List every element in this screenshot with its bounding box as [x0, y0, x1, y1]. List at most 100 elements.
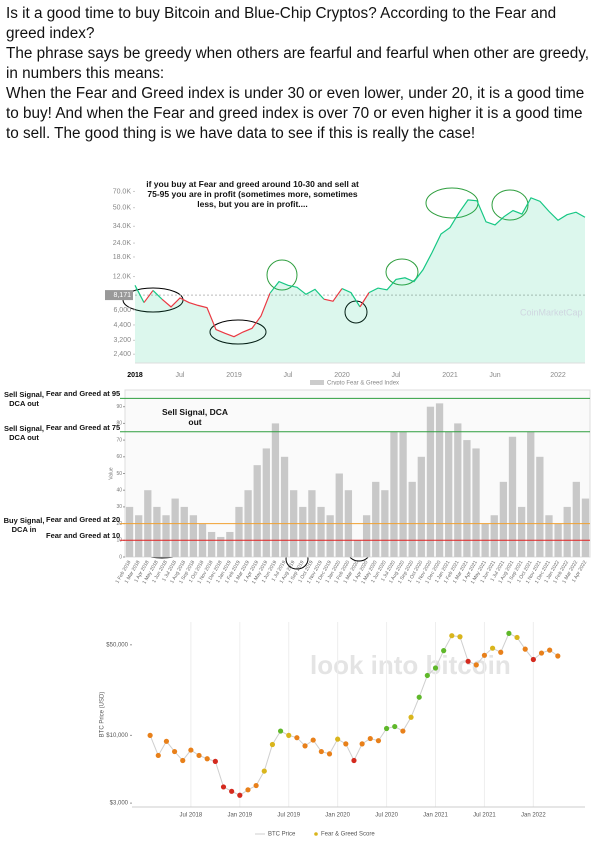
point — [147, 732, 153, 738]
point — [383, 725, 390, 732]
point — [220, 784, 227, 790]
point — [155, 752, 161, 759]
bar — [426, 406, 435, 557]
legend-swatch — [310, 380, 324, 385]
point — [335, 736, 341, 742]
x-tick-label: 2018 — [127, 372, 143, 379]
bar — [472, 448, 480, 557]
point — [286, 732, 292, 738]
x-tick-label: 2020 — [334, 372, 350, 379]
x-tick-label: Jul 2020 — [375, 813, 398, 819]
reference-label: Fear and Greed at 75 — [46, 422, 121, 432]
price-line — [143, 290, 154, 303]
point — [538, 650, 545, 656]
bar — [362, 515, 371, 557]
y-tick-label: 70 — [116, 437, 122, 443]
y-tick-label: 20 — [116, 521, 122, 527]
bar — [153, 506, 161, 557]
bar — [536, 456, 544, 557]
watermark: CoinMarketCap — [520, 307, 583, 317]
bar — [299, 506, 307, 557]
point — [555, 653, 561, 659]
bar — [399, 431, 407, 557]
bar — [253, 465, 261, 557]
bar — [226, 531, 234, 557]
x-tick-label: 2022 — [550, 372, 566, 379]
point — [514, 634, 520, 641]
point — [310, 737, 316, 743]
y-tick-label: 4,400 — [113, 322, 131, 329]
bar — [581, 498, 590, 557]
point — [343, 741, 349, 747]
point — [261, 768, 267, 774]
y-tick-label: 24.0K — [113, 240, 132, 247]
bar — [445, 431, 453, 557]
point — [506, 630, 512, 636]
point — [481, 652, 488, 658]
y-axis-label: Value — [108, 467, 114, 480]
bar — [217, 536, 225, 557]
bar — [317, 506, 325, 557]
price-chart: 2,400 3,200 4,400 6,000 12.0K 18.0K 24.0K 34.0K… — [0, 175, 596, 387]
x-tick-label: Jan 2020 — [325, 813, 350, 819]
point — [294, 735, 300, 741]
y-tick-label: 50 — [116, 471, 122, 477]
signal-label: Buy Signal, DCA in — [3, 515, 45, 534]
bar — [189, 515, 198, 557]
x-tick-label: Jul — [392, 372, 401, 379]
bar — [271, 423, 280, 557]
bar — [545, 515, 553, 557]
legend-dot — [314, 832, 318, 836]
y-tick-label: 90 — [116, 404, 122, 410]
point — [522, 646, 528, 652]
point — [416, 694, 422, 700]
bar — [508, 436, 517, 557]
reference-label: Fear and Greed at 20 — [46, 514, 121, 524]
circle — [491, 189, 529, 221]
signal-label: Sell Signal, DCA out — [3, 390, 44, 409]
point — [204, 756, 210, 762]
paragraph: Is it a good time to buy Bitcoin and Blu… — [6, 5, 557, 42]
y-tick-label: 70.0K — [113, 188, 132, 195]
point — [359, 741, 365, 747]
bar — [517, 506, 526, 557]
bar — [280, 456, 289, 557]
y-tick-label: 10 — [116, 538, 122, 544]
price-line — [341, 288, 361, 308]
y-tick-label: $3,000 — [110, 801, 129, 807]
circle — [385, 258, 419, 286]
point — [400, 728, 406, 734]
x-tick-label: Jan 2019 — [227, 813, 252, 819]
point — [432, 665, 439, 671]
point — [326, 751, 333, 757]
point — [277, 728, 284, 734]
y-tick-label: 34.0K — [113, 223, 132, 230]
x-tick-label: Jul 2019 — [277, 813, 300, 819]
threshold-label: 8,171 — [113, 292, 131, 299]
point — [473, 662, 479, 668]
bar — [572, 481, 580, 557]
point — [367, 735, 373, 742]
point — [253, 782, 259, 789]
y-axis-label: BTC Price (USD) — [100, 692, 106, 738]
bar — [207, 531, 216, 557]
bar — [499, 481, 508, 557]
point — [457, 634, 463, 640]
price-line — [323, 288, 343, 302]
y-tick-label: 6,000 — [113, 307, 131, 314]
fear-greed-chart: 0 10 20 30 40 50 60 70 80 90 Value 1 Feb 2018 1 Mar … — [0, 385, 596, 610]
point — [498, 649, 504, 655]
y-tick-label: 50.0K — [113, 205, 132, 212]
price-line — [161, 292, 271, 338]
point — [318, 748, 324, 755]
bar — [353, 540, 362, 557]
bar — [490, 515, 498, 557]
point — [188, 747, 194, 753]
header: Is it a good time to buy Bitcoin and Blu… — [6, 4, 592, 144]
x-tick-label: Jun — [489, 372, 500, 379]
bar — [235, 506, 243, 557]
y-tick-label: 12.0K — [113, 273, 132, 280]
x-tick-label: Jul 2018 — [180, 813, 203, 819]
bar — [162, 515, 170, 557]
